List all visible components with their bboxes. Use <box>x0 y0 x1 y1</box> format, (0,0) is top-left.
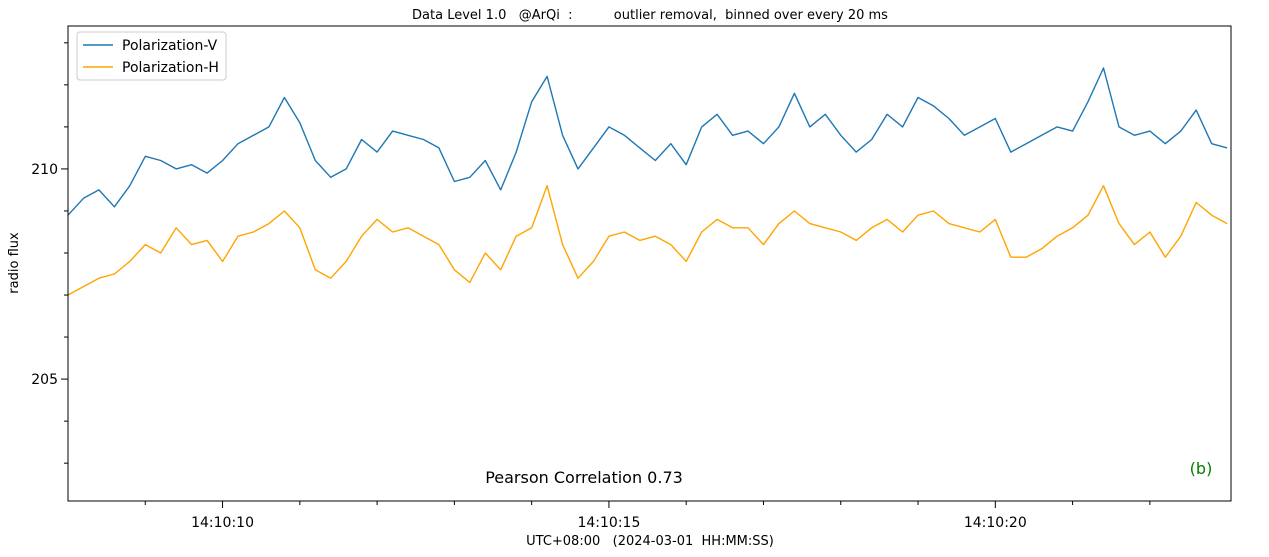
series-layer <box>67 67 1228 296</box>
legend-label-polarization-h: Polarization-H <box>122 60 219 76</box>
series-line-polarization-v <box>67 67 1228 216</box>
chart-title: Data Level 1.0 @ArQi : outlier removal, … <box>412 8 888 23</box>
y-tick-label: 210 <box>31 162 58 178</box>
x-tick-label: 14:10:20 <box>964 515 1027 531</box>
legend-label-polarization-v: Polarization-V <box>122 38 218 54</box>
axes-frame <box>67 25 1232 502</box>
series-line-polarization-h <box>67 184 1228 296</box>
x-tick-label: 14:10:10 <box>191 515 254 531</box>
pearson-annotation: Pearson Correlation 0.73 <box>485 468 683 487</box>
ticks-layer: 14:10:10 14:10:15 14:10:20 205 210 <box>31 42 1151 531</box>
x-tick-label: 14:10:15 <box>577 515 640 531</box>
legend: Polarization-V Polarization-H <box>76 31 227 81</box>
plot-area: 14:10:10 14:10:15 14:10:20 205 210 <box>31 25 1232 531</box>
legend-box <box>76 31 227 81</box>
y-tick-label: 205 <box>31 372 58 388</box>
panel-label: (b) <box>1190 459 1213 478</box>
x-axis-label: UTC+08:00 (2024-03-01 HH:MM:SS) <box>526 534 774 549</box>
y-axis-label: radio flux <box>7 232 22 294</box>
